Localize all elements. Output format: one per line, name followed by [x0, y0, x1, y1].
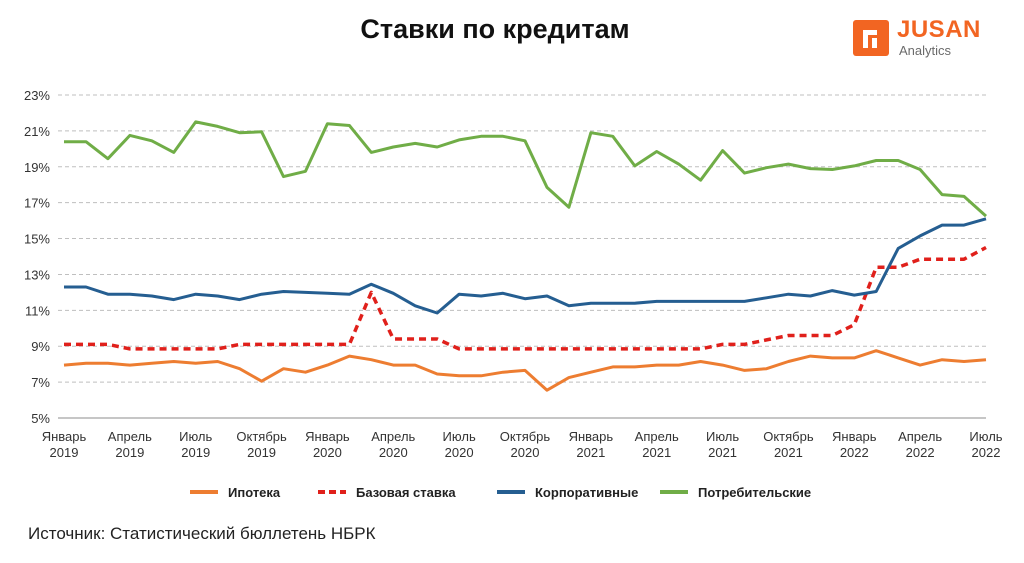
x-tick-label: 2021	[708, 445, 737, 460]
x-tick-label: Апрель	[635, 429, 679, 444]
x-tick-label: Апрель	[898, 429, 942, 444]
x-tick-label: 2020	[445, 445, 474, 460]
series-line-base_rate	[64, 245, 987, 351]
x-tick-label: Апрель	[371, 429, 415, 444]
x-tick-label: Октябрь	[763, 429, 814, 444]
series-line-mortgage	[63, 349, 987, 392]
x-tick-label: 2022	[972, 445, 1001, 460]
chart-series	[63, 120, 988, 392]
x-tick-label: 2019	[181, 445, 210, 460]
x-tick-label: 2022	[840, 445, 869, 460]
x-tick-label: Январь	[569, 429, 614, 444]
x-tick-label: 2019	[115, 445, 144, 460]
y-tick-label: 13%	[24, 267, 50, 282]
y-tick-label: 7%	[31, 375, 50, 390]
x-tick-label: Апрель	[108, 429, 152, 444]
jusan-analytics-logo: JUSAN Analytics	[853, 16, 1013, 62]
x-axis-labels: Январь2019Апрель2019Июль2019Октябрь2019Я…	[42, 429, 1003, 460]
chart-title: Ставки по кредитам	[360, 14, 630, 44]
y-tick-label: 21%	[24, 124, 50, 139]
y-tick-label: 17%	[24, 196, 50, 211]
legend-label-corporate: Корпоративные	[535, 485, 638, 500]
y-tick-label: 19%	[24, 160, 50, 175]
chart-legend: Ипотека Базовая ставка Корпоративные Потреб…	[190, 485, 811, 500]
x-tick-label: Октябрь	[236, 429, 287, 444]
x-tick-label: 2022	[906, 445, 935, 460]
y-tick-label: 23%	[24, 88, 50, 103]
legend-label-mortgage: Ипотека	[228, 485, 281, 500]
y-tick-label: 9%	[31, 339, 50, 354]
series-line-consumer	[64, 120, 988, 218]
series-line-corporate	[64, 217, 987, 315]
legend-label-base_rate: Базовая ставка	[356, 485, 456, 500]
x-tick-label: 2021	[774, 445, 803, 460]
jusan-logo-icon	[853, 20, 889, 56]
x-tick-label: Июль	[706, 429, 739, 444]
y-tick-label: 11%	[25, 303, 50, 318]
x-tick-label: Июль	[969, 429, 1002, 444]
x-tick-label: 2020	[379, 445, 408, 460]
y-tick-label: 5%	[31, 411, 50, 426]
x-tick-label: 2020	[313, 445, 342, 460]
x-tick-label: Октябрь	[500, 429, 551, 444]
x-tick-label: Январь	[832, 429, 877, 444]
x-tick-label: 2021	[576, 445, 605, 460]
x-tick-label: Июль	[443, 429, 476, 444]
x-tick-label: Июль	[179, 429, 212, 444]
source-note: Источник: Статистический бюллетень НБРК	[28, 524, 376, 543]
chart-gridlines	[58, 94, 986, 419]
x-tick-label: Январь	[42, 429, 87, 444]
legend-label-consumer: Потребительские	[698, 485, 811, 500]
x-tick-label: 2021	[642, 445, 671, 460]
x-tick-label: 2019	[50, 445, 79, 460]
y-axis-labels: 5% 7% 9% 11% 13% 15% 17% 19% 21% 23%	[24, 88, 50, 426]
logo-subtitle: Analytics	[899, 43, 952, 58]
x-tick-label: 2019	[247, 445, 276, 460]
x-tick-label: 2020	[511, 445, 540, 460]
logo-brand-name: JUSAN	[897, 16, 981, 43]
y-tick-label: 15%	[24, 232, 50, 247]
x-tick-label: Январь	[305, 429, 350, 444]
